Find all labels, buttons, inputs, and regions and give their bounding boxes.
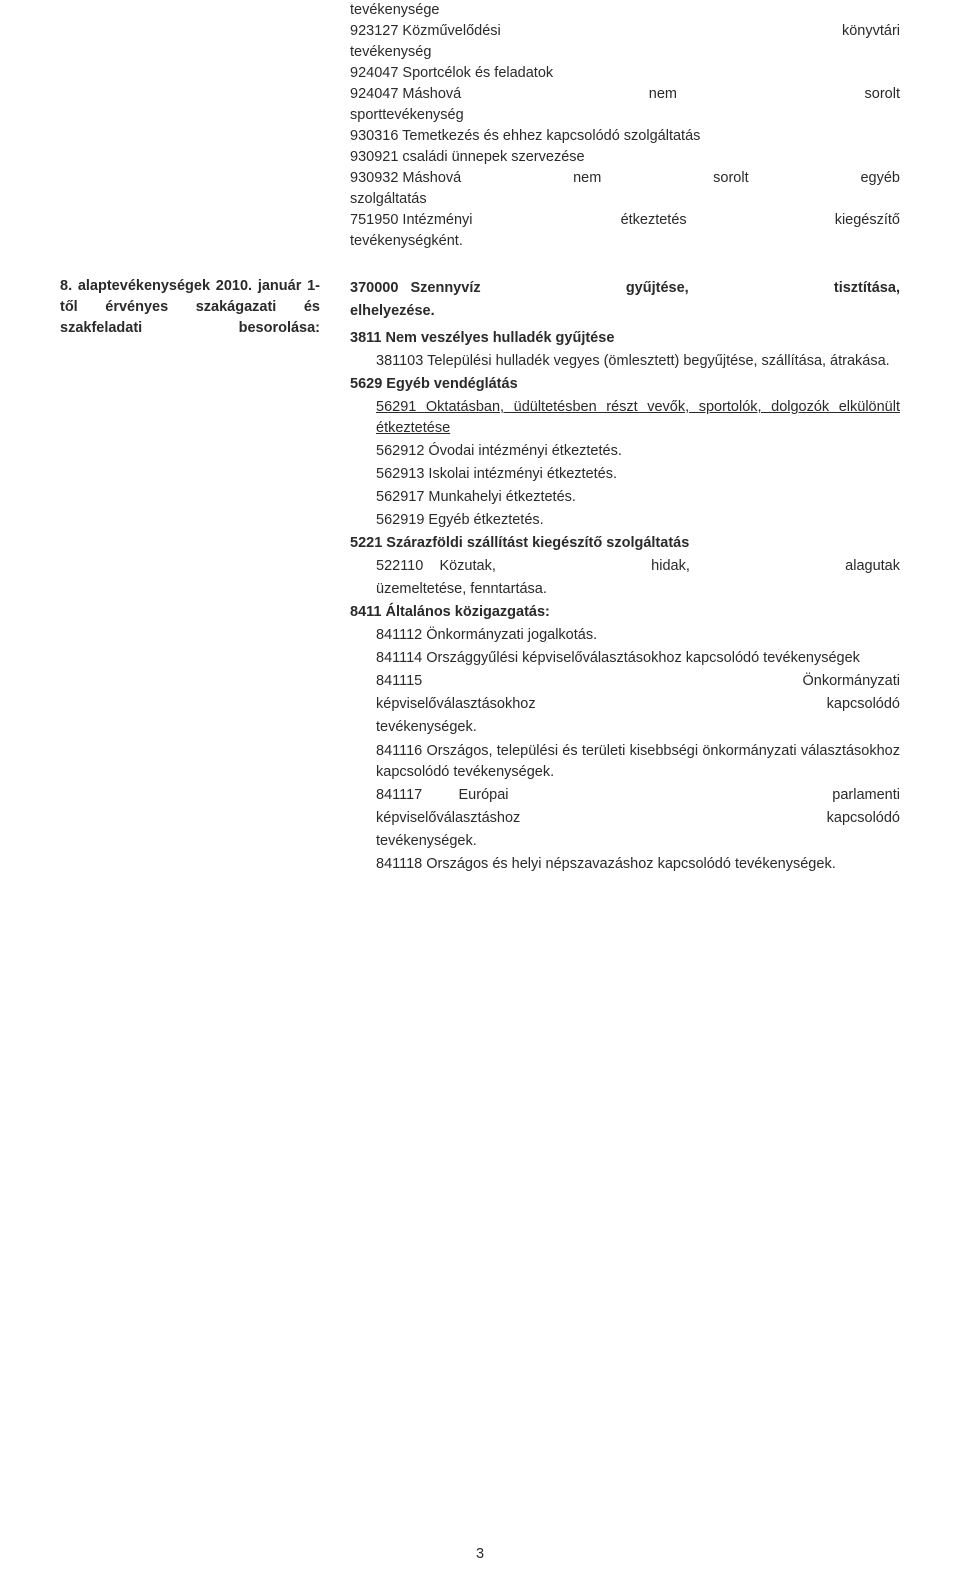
body-text: 841114 Országgyűlési képviselőválasztáso… xyxy=(376,648,900,669)
line: 930932 Máshová nem sorolt egyéb xyxy=(350,168,900,189)
line: 751950 Intézményi étkeztetés kiegészítő xyxy=(350,210,900,231)
line: 930316 Temetkezés és ehhez kapcsolódó sz… xyxy=(350,126,900,147)
section-8-label: 8. alaptevékenységek 2010. január 1-től … xyxy=(60,276,320,339)
top-activity-block: tevékenysége 923127 Közművelődési könyvt… xyxy=(350,0,900,252)
heading: 3811 Nem veszélyes hulladék gyűjtése xyxy=(350,328,900,349)
page-number: 3 xyxy=(0,1544,960,1565)
line: tevékenysége xyxy=(350,0,900,21)
line: 924047 Sportcélok és feladatok xyxy=(350,63,900,84)
body-text: 562919 Egyéb étkeztetés. xyxy=(376,510,900,531)
section-8-content: 370000 Szennyvíz gyűjtése, tisztítása, e… xyxy=(350,276,900,876)
line: tevékenységként. xyxy=(350,231,900,252)
heading: 5221 Szárazföldi szállítást kiegészítő s… xyxy=(350,533,900,554)
body-text: 841112 Önkormányzati jogalkotás. xyxy=(376,625,900,646)
body-text: 841117 Európai parlamenti xyxy=(376,785,900,806)
body-text: képviselőválasztáshoz kapcsolódó xyxy=(376,808,900,829)
body-text: 841116 Országos, települési és területi … xyxy=(376,741,900,783)
body-text: 562917 Munkahelyi étkeztetés. xyxy=(376,487,900,508)
body-text: üzemeltetése, fenntartása. xyxy=(376,579,900,600)
heading: 8411 Általános közigazgatás: xyxy=(350,602,900,623)
heading: 370000 Szennyvíz gyűjtése, tisztítása, xyxy=(350,278,900,299)
body-text: 381103 Települési hulladék vegyes (ömles… xyxy=(376,351,900,372)
body-text: 562913 Iskolai intézményi étkeztetés. xyxy=(376,464,900,485)
body-text: 562912 Óvodai intézményi étkeztetés. xyxy=(376,441,900,462)
line: 923127 Közművelődési könyvtári xyxy=(350,21,900,42)
body-text: 56291 Oktatásban, üdültetésben részt vev… xyxy=(376,397,900,439)
body-text: tevékenységek. xyxy=(376,717,900,738)
line: 924047 Máshová nem sorolt xyxy=(350,84,900,105)
body-text: képviselőválasztásokhoz kapcsolódó xyxy=(376,694,900,715)
body-text: 841115 Önkormányzati xyxy=(376,671,900,692)
body-text: 841118 Országos és helyi népszavazáshoz … xyxy=(376,854,900,875)
heading: 5629 Egyéb vendéglátás xyxy=(350,374,900,395)
line: szolgáltatás xyxy=(350,189,900,210)
line: tevékenység xyxy=(350,42,900,63)
line: sporttevékenység xyxy=(350,105,900,126)
heading: elhelyezése. xyxy=(350,301,900,322)
section-8: 8. alaptevékenységek 2010. január 1-től … xyxy=(60,276,900,876)
line: 930921 családi ünnepek szervezése xyxy=(350,147,900,168)
body-text: tevékenységek. xyxy=(376,831,900,852)
body-text: 522110 Közutak, hidak, alagutak xyxy=(376,556,900,577)
